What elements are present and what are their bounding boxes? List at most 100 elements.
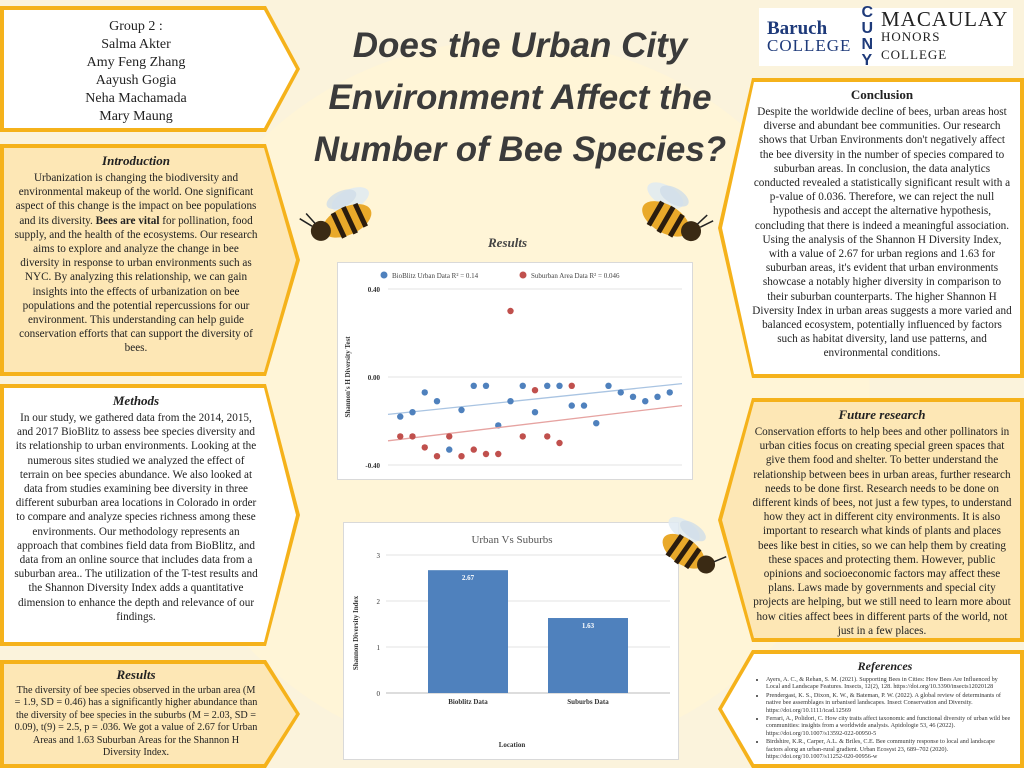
legend-marker-urban	[380, 271, 388, 279]
data-point	[507, 307, 514, 315]
bar-x-axis-label: Location	[499, 741, 526, 749]
scatter-grid	[388, 288, 682, 466]
bar-chart-title: Urban Vs Suburbs	[471, 534, 552, 546]
bar-category-label: Suburbs Data	[567, 698, 609, 706]
data-point	[433, 398, 441, 405]
bar-y-tick: 3	[377, 552, 381, 560]
trendline	[387, 404, 683, 442]
bar-value-label: 1.63	[582, 622, 595, 630]
data-point	[397, 413, 404, 420]
group-member: Mary Maung	[99, 109, 173, 124]
introduction-text: Urbanization is changing the biodiversit…	[14, 171, 258, 356]
data-point	[519, 433, 526, 440]
conclusion-panel: Conclusion Despite the worldwide decline…	[718, 78, 1024, 378]
macaulay-name: MACAULAY	[881, 7, 1009, 31]
data-point	[470, 446, 477, 453]
references-list: Ayers, A. C., & Rehan, S. M. (2021). Sup…	[758, 676, 1012, 760]
group-list: Group 2 : Salma Akter Amy Feng Zhang Aay…	[14, 18, 258, 126]
results-chart-label: Results	[488, 235, 528, 250]
introduction-emphasis: Bees are vital	[95, 214, 160, 227]
data-point	[531, 409, 539, 416]
results-panel: Results The diversity of bee species obs…	[0, 660, 300, 768]
conclusion-text: Despite the worldwide decline of bees, u…	[752, 106, 1012, 360]
group-member: Salma Akter	[101, 37, 171, 52]
reference-item: Prendergast, K. S., Dixon, K. W., & Bate…	[766, 692, 1012, 714]
scatter-y-tick: -0.40	[365, 462, 380, 470]
data-point	[531, 387, 539, 394]
poster-title: Does the Urban City Environment Affect t…	[313, 26, 727, 169]
data-point	[568, 402, 575, 409]
reference-item: Ferrari, A., Polidori, C. How city trait…	[766, 715, 1012, 737]
bar-y-axis-label: Shannon Diversity Index	[352, 595, 360, 670]
macaulay-logo: MACAULAY HONORS COLLEGE	[881, 7, 1009, 64]
bee-illustration	[662, 516, 727, 574]
data-point	[482, 450, 490, 458]
references-heading: References	[857, 659, 913, 673]
baruch-college: COLLEGE	[767, 36, 852, 55]
future-research-text: Conservation efforts to help bees and ot…	[752, 426, 1012, 637]
college-logo: Baruch COLLEGE CUNY MACAULAY HONORS COLL…	[759, 4, 1013, 69]
data-point	[629, 393, 637, 400]
reference-item: Birdshire, K.R., Carper, A.L. & Briles, …	[766, 738, 1012, 760]
data-point	[421, 389, 428, 396]
bar-y-tick: 2	[377, 598, 381, 606]
conclusion-heading: Conclusion	[850, 87, 914, 102]
data-point	[458, 453, 465, 460]
data-point	[421, 444, 428, 451]
group-heading: Group 2 :	[109, 19, 163, 34]
bar-category-label: Bioblitz Data	[448, 698, 488, 706]
bar-chart-svg: Urban Vs Suburbs Shannon Diversity Index…	[352, 534, 670, 749]
scatter-chart: BioBlitz Urban Data R² = 0.14 Suburban A…	[337, 262, 693, 480]
data-point	[593, 420, 600, 427]
data-point	[409, 433, 416, 440]
data-point	[544, 382, 551, 389]
data-point	[556, 439, 563, 447]
data-point	[397, 433, 404, 440]
results-heading: Results	[116, 667, 156, 682]
methods-text: In our study, we gathered data from the …	[14, 412, 258, 623]
data-point	[617, 389, 624, 396]
baruch-name: Baruch	[767, 18, 828, 39]
introduction-panel: Introduction Urbanization is changing th…	[0, 144, 300, 376]
data-point	[495, 450, 502, 458]
scatter-y-tick: 0.00	[368, 374, 381, 382]
introduction-text-part: Urbanization is changing the biodiversit…	[15, 172, 257, 227]
bar	[428, 570, 508, 693]
data-point	[482, 382, 490, 389]
data-point	[605, 382, 612, 389]
bar-marks: 2.67 1.63	[428, 570, 628, 693]
data-point	[446, 446, 453, 453]
data-point	[666, 389, 673, 396]
introduction-text-part: for pollination, food supply, and the he…	[14, 214, 258, 355]
baruch-logo: Baruch COLLEGE	[767, 18, 852, 55]
scatter-marks	[387, 307, 683, 460]
legend-label-suburban: Suburban Area Data R² = 0.046	[531, 272, 620, 280]
data-point	[433, 453, 441, 460]
data-point	[642, 398, 649, 405]
trendline	[387, 382, 683, 416]
data-point	[580, 402, 588, 409]
bar-y-tick: 0	[377, 690, 381, 698]
data-point	[507, 398, 514, 405]
bee-illustration	[299, 187, 372, 241]
data-point	[544, 433, 551, 440]
future-research-heading: Future research	[838, 407, 926, 422]
data-point	[458, 406, 465, 414]
bar	[548, 618, 628, 693]
group-member: Neha Machamada	[85, 91, 187, 106]
results-text: The diversity of bee species observed in…	[14, 685, 258, 759]
future-research-panel: Future research Conservation efforts to …	[718, 398, 1024, 642]
references-panel: References Ayers, A. C., & Rehan, S. M. …	[718, 650, 1024, 768]
data-point	[470, 382, 477, 389]
scatter-chart-svg: BioBlitz Urban Data R² = 0.14 Suburban A…	[344, 271, 683, 470]
methods-heading: Methods	[112, 393, 160, 408]
group-member: Amy Feng Zhang	[86, 55, 186, 70]
scatter-y-axis-label: Shannon's H Diversity Test	[344, 336, 352, 418]
bar-value-label: 2.67	[462, 574, 475, 582]
bar-chart: Urban Vs Suburbs Shannon Diversity Index…	[343, 522, 679, 760]
cuny-logo: CUNY	[861, 4, 873, 69]
data-point	[446, 433, 453, 440]
scatter-y-tick: 0.40	[368, 286, 381, 294]
data-point	[654, 393, 661, 400]
data-point	[519, 382, 526, 389]
